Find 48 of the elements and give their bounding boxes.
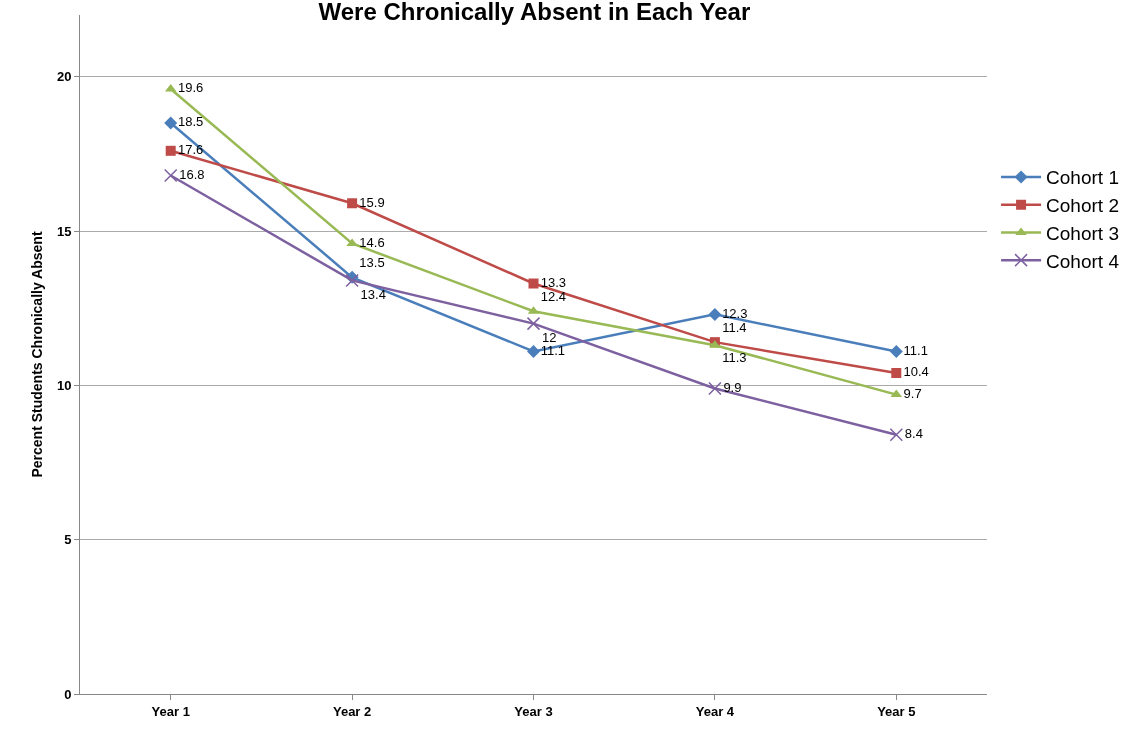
data-label: 13.3 xyxy=(540,274,567,290)
data-label: 12.3 xyxy=(722,305,748,321)
data-label: 11.4 xyxy=(722,319,747,335)
x-tick-label: Year 5 xyxy=(877,703,916,719)
data-label: 16.8 xyxy=(179,166,205,182)
y-tick-label: 10 xyxy=(56,377,72,393)
data-label: 14.6 xyxy=(359,234,385,250)
point xyxy=(526,316,541,331)
point xyxy=(164,116,178,130)
data-label: 13.5 xyxy=(359,254,385,270)
data-label: 10.4 xyxy=(903,364,929,380)
legend-label: Cohort 3 xyxy=(1046,222,1119,244)
y-tick-label: 15 xyxy=(56,223,72,239)
point xyxy=(527,344,540,358)
point xyxy=(345,273,359,288)
data-label: 9.9 xyxy=(723,379,742,395)
legend-label: Cohort 1 xyxy=(1046,167,1119,189)
y-axis-title: Percent Students Chronically Absent xyxy=(29,231,45,478)
data-label: 18.5 xyxy=(177,114,204,130)
x-tick-label: Year 1 xyxy=(151,703,190,719)
data-label: 17.6 xyxy=(177,142,204,158)
data-label: 11.3 xyxy=(722,350,747,366)
point xyxy=(889,428,904,442)
data-label: 12 xyxy=(542,329,557,345)
legend-label: Cohort 4 xyxy=(1046,250,1120,272)
point xyxy=(165,145,176,156)
point xyxy=(347,198,358,209)
data-label: 11.1 xyxy=(903,342,928,358)
point xyxy=(708,307,722,321)
chart-title: Were Chronically Absent in Each Year xyxy=(318,0,751,26)
x-tick-label: Year 2 xyxy=(332,703,372,719)
x-tick-label: Year 3 xyxy=(514,703,553,719)
x-tick-label: Year 4 xyxy=(695,703,735,719)
point xyxy=(708,381,722,396)
point xyxy=(528,278,539,289)
data-label: 13.4 xyxy=(360,286,386,302)
y-tick-label: 20 xyxy=(56,69,72,85)
data-label: 15.9 xyxy=(359,194,385,210)
data-label: 8.4 xyxy=(904,426,923,441)
legend-label: Cohort 2 xyxy=(1046,195,1119,217)
point xyxy=(889,344,903,358)
y-tick-label: 0 xyxy=(64,686,72,702)
data-label: 12.4 xyxy=(540,288,567,304)
point xyxy=(891,368,902,379)
data-label: 9.7 xyxy=(903,385,922,401)
point xyxy=(163,168,178,183)
y-tick-label: 5 xyxy=(64,532,72,548)
data-label: 19.6 xyxy=(177,80,204,96)
